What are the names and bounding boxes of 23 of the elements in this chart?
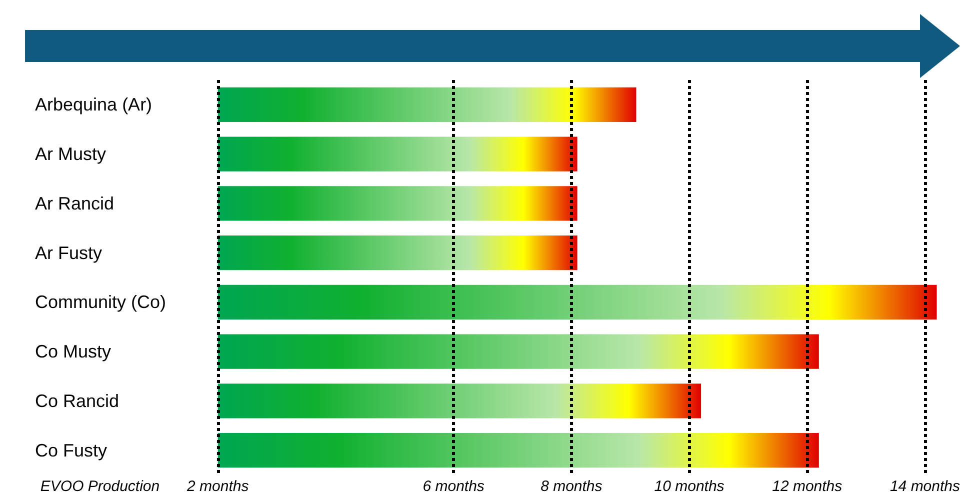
y-tick-label: Ar Fusty (35, 242, 102, 263)
bar (218, 236, 578, 270)
bar (218, 87, 636, 122)
x-tick-label: 12 months (772, 478, 843, 495)
x-tick-label: EVOO Production (40, 478, 160, 495)
y-tick-label: Arbequina (Ar) (35, 94, 152, 115)
bar (218, 334, 819, 369)
bar (218, 384, 702, 418)
x-tick-label: 10 months (654, 478, 725, 495)
x-tick-label: 2 months (186, 478, 250, 495)
y-tick-label: Co Musty (35, 342, 112, 362)
bar (218, 186, 578, 221)
x-tick-label: 6 months (422, 478, 485, 495)
bar (218, 284, 937, 320)
x-tick-label: 8 months (540, 478, 603, 495)
y-tick-label: Co Fusty (35, 440, 108, 460)
y-tick-label: Ar Rancid (35, 193, 114, 214)
x-tick-label: 14 months (890, 478, 960, 495)
bar (218, 136, 578, 172)
y-tick-label: Ar Musty (35, 144, 106, 164)
y-tick-label: Co Rancid (35, 390, 120, 411)
y-tick-label: Community (Co) (35, 292, 166, 312)
bar (218, 433, 819, 468)
